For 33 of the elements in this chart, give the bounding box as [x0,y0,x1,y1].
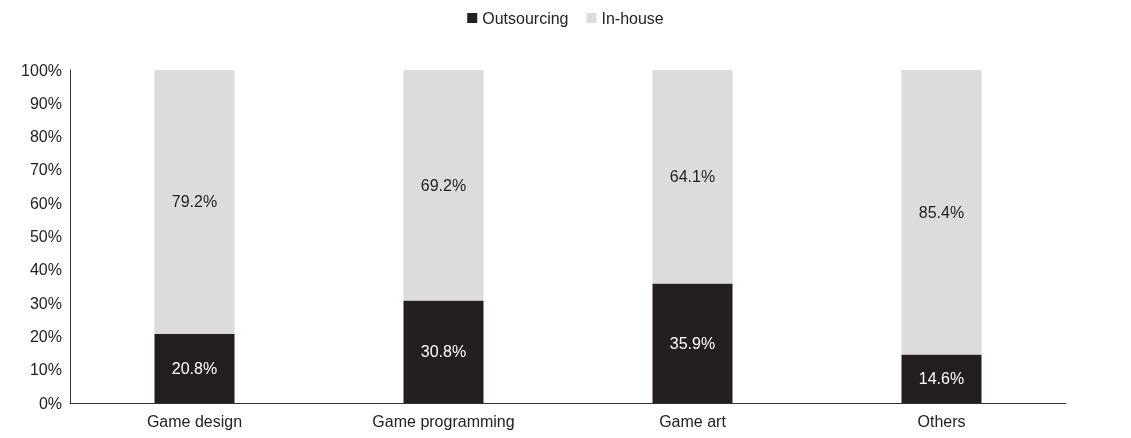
y-tick-label: 30% [29,294,62,312]
data-label: 64.1% [669,168,716,186]
data-label: 79.2% [171,193,218,211]
bar [901,354,982,403]
x-tick-label: Game programming [372,412,515,430]
y-tick-label: 80% [29,128,62,146]
bar [901,70,982,355]
data-label: 35.9% [669,334,716,352]
bar [403,300,484,403]
y-tick-label: 50% [29,228,62,245]
bar [652,283,733,403]
data-label: 20.8% [171,359,218,377]
legend-label: Outsourcing [482,9,569,27]
bar [403,70,484,301]
y-tick-label: 60% [29,194,62,212]
x-tick-label: Others [917,412,966,430]
bar [154,70,235,334]
y-tick-label: 40% [29,261,62,279]
bar [154,333,235,403]
y-tick-label: 0% [38,394,62,412]
bar [652,70,733,284]
x-tick-label: Game art [659,412,727,430]
y-tick-label: 70% [29,161,62,179]
data-label: 85.4% [918,203,965,221]
y-tick-label: 20% [29,327,62,345]
data-label: 30.8% [420,343,467,361]
data-label: 69.2% [420,176,467,194]
legend-label: In-house [601,9,664,27]
y-tick-label: 90% [29,94,62,112]
x-tick-label: Game design [146,412,243,430]
data-label: 14.6% [918,370,965,388]
y-tick-label: 100% [21,61,62,79]
y-tick-label: 10% [29,361,62,379]
